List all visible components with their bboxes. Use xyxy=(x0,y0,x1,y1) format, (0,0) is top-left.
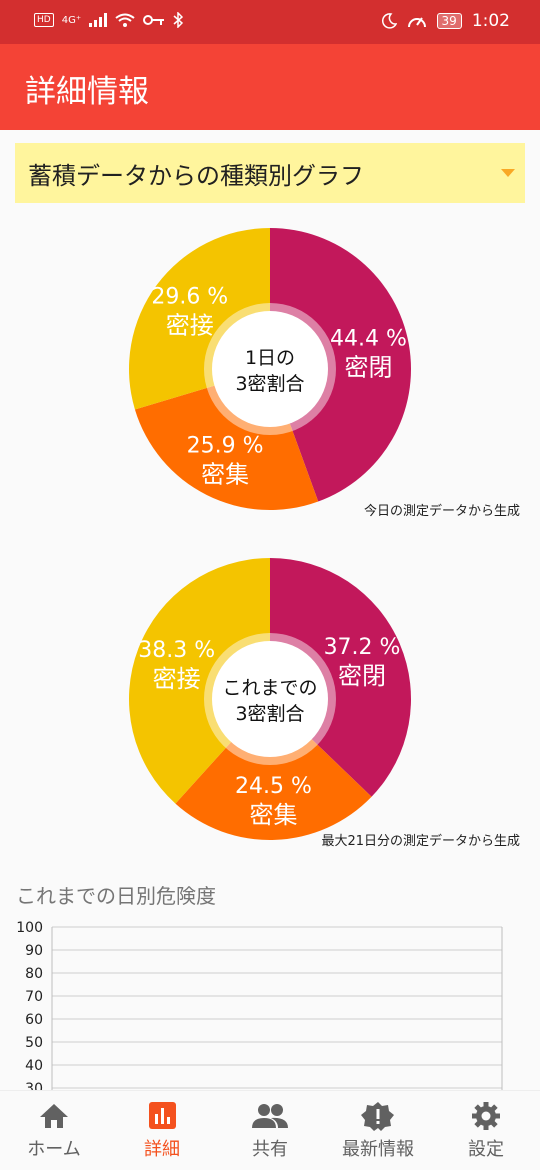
pie-slice-percent-label: 25.9 % xyxy=(187,433,264,458)
pie-svg-daily: 44.4 %密閉 25.9 %密集 29.6 %密接 1日の 3密割合 xyxy=(128,228,412,510)
pie-center-hole xyxy=(212,641,328,757)
pie-slice-percent-label: 44.4 % xyxy=(330,327,407,352)
nav-home[interactable]: ホーム xyxy=(0,1091,108,1170)
pie-slice-name-label: 密接 xyxy=(153,665,201,693)
dropdown-arrow-icon xyxy=(501,169,515,177)
daily-risk-chart: 100 90 80 70 60 50 40 30 xyxy=(0,915,540,1095)
pie-slice-percent-label: 38.3 % xyxy=(138,638,215,663)
pie-slice-name-label: 密接 xyxy=(166,311,214,339)
alert-badge-icon xyxy=(361,1102,394,1131)
y-tick-label: 100 xyxy=(16,920,43,936)
y-tick-label: 80 xyxy=(25,966,43,982)
nav-news-label: 最新情報 xyxy=(342,1139,414,1160)
pie-slice-name-label: 密集 xyxy=(249,801,297,829)
page-title: 詳細情報 xyxy=(25,74,149,110)
app-bar: 詳細情報 xyxy=(0,44,540,130)
battery-level: 39 xyxy=(436,13,462,29)
pie-slice-name-label: 密閉 xyxy=(338,662,386,690)
pie-center-label: これまでの xyxy=(222,677,317,699)
hd-badge: HD xyxy=(34,13,54,27)
pie-chart-cumulative: 37.2 % 密閉 24.5 % 密集 38.3 % 密接 これまでの 3密割合 最大21日分… xyxy=(0,550,540,850)
pie-slice-percent-label: 24.5 % xyxy=(235,774,312,799)
pie-center-label: 1日の xyxy=(245,347,295,369)
clock: 1:02 xyxy=(471,11,510,31)
pie-slice-percent-label: 29.6 % xyxy=(151,284,228,309)
pie-slice-percent-label: 37.2 % xyxy=(324,635,401,660)
pie-slice-name-label: 密閉 xyxy=(344,354,392,382)
pie-slice-name-label: 密集 xyxy=(201,460,249,488)
pie-slice-mippei[interactable] xyxy=(270,228,412,502)
bar-chart-icon xyxy=(149,1102,176,1129)
dropdown-selected-value: 蓄積データからの種類別グラフ xyxy=(28,161,364,190)
pie-slice-missetsu[interactable] xyxy=(128,558,270,804)
nav-detail-label: 詳細 xyxy=(144,1139,180,1160)
pie-chart-daily: 44.4 % 密閉 25.9 % 密集 29.6 % 密接 1日の 3密割合 今日の測定データ… xyxy=(0,220,540,520)
status-right: 39 1:02 xyxy=(381,11,510,31)
home-icon xyxy=(40,1104,68,1128)
y-tick-label: 60 xyxy=(25,1012,43,1028)
nav-settings-label: 設定 xyxy=(468,1139,504,1160)
pie-svg-cumulative: 37.2 %密閉 24.5 %密集 38.3 %密接 これまでの 3密割合 xyxy=(128,558,411,840)
nav-settings[interactable]: 設定 xyxy=(432,1091,540,1170)
nav-detail[interactable]: 詳細 xyxy=(108,1091,216,1170)
gear-icon xyxy=(472,1102,500,1130)
pie-slice-misshu[interactable] xyxy=(175,699,372,840)
nav-share[interactable]: 共有 xyxy=(216,1091,324,1170)
pie-center-label: 3密割合 xyxy=(235,373,304,395)
status-left: HD 4G⁺ xyxy=(34,12,184,28)
moon-icon xyxy=(381,13,397,29)
graph-type-dropdown[interactable]: 蓄積データからの種類別グラフ xyxy=(15,143,525,203)
nav-news[interactable]: 最新情報 xyxy=(324,1091,432,1170)
nav-share-label: 共有 xyxy=(252,1139,288,1160)
y-tick-label: 50 xyxy=(25,1035,43,1051)
pie-center-label: 3密割合 xyxy=(235,703,304,725)
daily-risk-chart-title: これまでの日別危険度 xyxy=(16,884,216,908)
pie-slice-mippei[interactable] xyxy=(270,558,411,797)
network-type: 4G⁺ xyxy=(61,14,82,26)
wifi-icon xyxy=(115,13,135,27)
pie-center-hole xyxy=(212,311,328,427)
nav-home-label: ホーム xyxy=(27,1139,81,1160)
speedometer-icon xyxy=(407,17,426,28)
vpn-key-icon xyxy=(143,15,165,25)
y-tick-label: 90 xyxy=(25,943,43,959)
bottom-nav: ホーム 詳細 共有 最新情報 設定 xyxy=(0,1090,540,1170)
pie-caption-cumulative: 最大21日分の測定データから生成 xyxy=(321,834,520,849)
pie-caption-daily: 今日の測定データから生成 xyxy=(363,504,520,519)
people-icon xyxy=(252,1104,288,1128)
signal-icon xyxy=(89,13,108,27)
status-bar: HD 4G⁺ 39 1:02 xyxy=(0,0,540,44)
y-tick-label: 70 xyxy=(25,989,43,1005)
bluetooth-icon xyxy=(173,12,184,28)
y-tick-label: 40 xyxy=(25,1058,43,1074)
